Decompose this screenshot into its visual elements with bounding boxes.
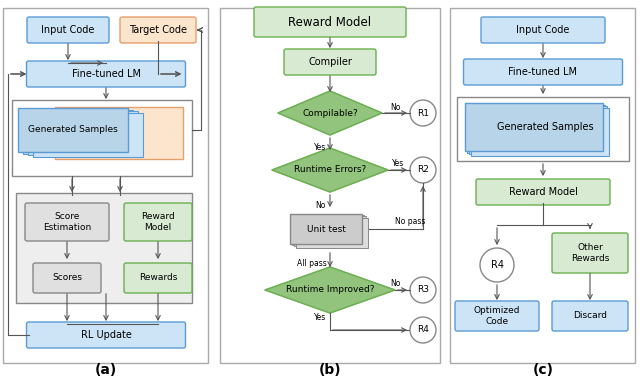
FancyBboxPatch shape bbox=[471, 107, 609, 155]
FancyBboxPatch shape bbox=[3, 8, 208, 363]
FancyBboxPatch shape bbox=[450, 8, 635, 363]
Text: R1: R1 bbox=[417, 108, 429, 118]
Text: R3: R3 bbox=[417, 285, 429, 294]
Text: (a): (a) bbox=[95, 363, 117, 377]
Text: Yes: Yes bbox=[314, 313, 326, 322]
Circle shape bbox=[410, 317, 436, 343]
Text: Reward Model: Reward Model bbox=[289, 15, 372, 28]
Text: Compiler: Compiler bbox=[308, 57, 352, 67]
Text: Scores: Scores bbox=[52, 274, 82, 282]
FancyBboxPatch shape bbox=[481, 17, 605, 43]
Text: Yes: Yes bbox=[392, 160, 404, 169]
Text: (c): (c) bbox=[532, 363, 554, 377]
FancyBboxPatch shape bbox=[296, 218, 368, 248]
FancyBboxPatch shape bbox=[284, 49, 376, 75]
Circle shape bbox=[410, 157, 436, 183]
Text: Reward
Model: Reward Model bbox=[141, 212, 175, 232]
Text: Other
Rewards: Other Rewards bbox=[571, 243, 609, 263]
Text: Fine-tuned LM: Fine-tuned LM bbox=[72, 69, 141, 79]
Text: Discard: Discard bbox=[573, 311, 607, 321]
Text: No pass: No pass bbox=[395, 217, 426, 226]
Text: Score
Estimation: Score Estimation bbox=[43, 212, 91, 232]
FancyBboxPatch shape bbox=[290, 214, 362, 244]
FancyBboxPatch shape bbox=[16, 193, 192, 303]
FancyBboxPatch shape bbox=[28, 111, 138, 155]
FancyBboxPatch shape bbox=[26, 322, 186, 348]
FancyBboxPatch shape bbox=[552, 301, 628, 331]
FancyBboxPatch shape bbox=[26, 61, 186, 87]
FancyBboxPatch shape bbox=[457, 97, 629, 161]
Text: Input Code: Input Code bbox=[516, 25, 570, 35]
Text: Runtime Errors?: Runtime Errors? bbox=[294, 166, 366, 175]
FancyBboxPatch shape bbox=[124, 203, 192, 241]
FancyBboxPatch shape bbox=[23, 110, 133, 153]
Text: RL Update: RL Update bbox=[81, 330, 131, 340]
FancyBboxPatch shape bbox=[12, 100, 192, 176]
Text: Unit test: Unit test bbox=[307, 225, 346, 234]
FancyBboxPatch shape bbox=[469, 106, 607, 154]
FancyBboxPatch shape bbox=[27, 17, 109, 43]
Text: R4: R4 bbox=[417, 325, 429, 335]
Text: R2: R2 bbox=[417, 166, 429, 175]
Polygon shape bbox=[272, 148, 388, 192]
Text: Generated Samples: Generated Samples bbox=[28, 125, 118, 135]
Polygon shape bbox=[278, 91, 382, 135]
Text: No: No bbox=[390, 102, 400, 112]
Text: Compilable?: Compilable? bbox=[302, 108, 358, 118]
FancyBboxPatch shape bbox=[552, 233, 628, 273]
Text: No: No bbox=[315, 200, 325, 209]
FancyBboxPatch shape bbox=[467, 104, 605, 152]
FancyBboxPatch shape bbox=[294, 216, 366, 246]
Text: Yes: Yes bbox=[314, 144, 326, 152]
Text: All pass: All pass bbox=[297, 260, 327, 268]
Text: Input Code: Input Code bbox=[42, 25, 95, 35]
Text: Reward Model: Reward Model bbox=[509, 187, 577, 197]
Text: Generated Samples: Generated Samples bbox=[497, 122, 593, 132]
FancyBboxPatch shape bbox=[25, 203, 109, 241]
Text: Optimized
Code: Optimized Code bbox=[474, 306, 520, 326]
Circle shape bbox=[410, 100, 436, 126]
FancyBboxPatch shape bbox=[463, 59, 623, 85]
FancyBboxPatch shape bbox=[18, 108, 128, 152]
Text: Rewards: Rewards bbox=[139, 274, 177, 282]
FancyBboxPatch shape bbox=[33, 113, 143, 156]
Text: (b): (b) bbox=[319, 363, 341, 377]
Circle shape bbox=[480, 248, 514, 282]
FancyBboxPatch shape bbox=[55, 107, 183, 159]
Text: R4: R4 bbox=[490, 260, 504, 270]
FancyBboxPatch shape bbox=[124, 263, 192, 293]
FancyBboxPatch shape bbox=[220, 8, 440, 363]
FancyBboxPatch shape bbox=[292, 215, 364, 245]
Text: Target Code: Target Code bbox=[129, 25, 187, 35]
FancyBboxPatch shape bbox=[465, 103, 603, 151]
FancyBboxPatch shape bbox=[254, 7, 406, 37]
FancyBboxPatch shape bbox=[120, 17, 196, 43]
Text: Runtime Improved?: Runtime Improved? bbox=[285, 285, 374, 294]
Polygon shape bbox=[265, 267, 395, 313]
Text: No: No bbox=[390, 279, 400, 288]
Text: Fine-tuned LM: Fine-tuned LM bbox=[509, 67, 577, 77]
FancyBboxPatch shape bbox=[476, 179, 610, 205]
Circle shape bbox=[410, 277, 436, 303]
FancyBboxPatch shape bbox=[455, 301, 539, 331]
FancyBboxPatch shape bbox=[33, 263, 101, 293]
